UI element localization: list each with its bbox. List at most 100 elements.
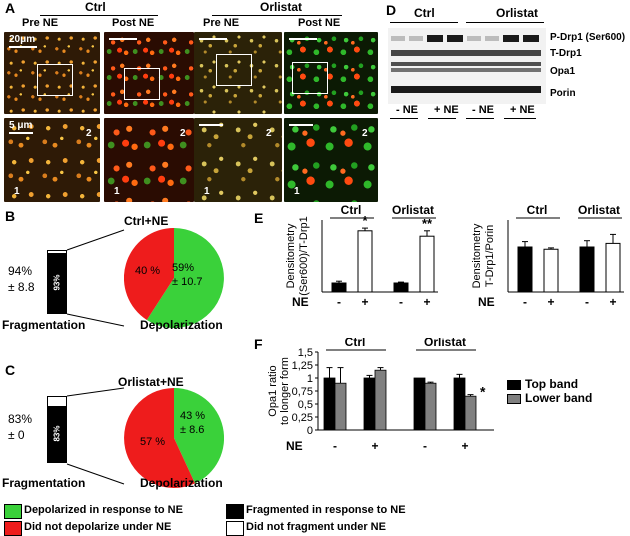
pie-slice-not-depolarized (124, 227, 174, 320)
scale-bar (109, 38, 137, 40)
blot-band-opa1 (391, 62, 541, 72)
pie-slice-not-depolarized (124, 388, 195, 488)
pie-chart-orlistat (124, 388, 224, 488)
region-1-label: 1 (204, 186, 210, 197)
scale-bar (9, 132, 33, 134)
significance-mark: * (480, 384, 486, 400)
pie-slice-depolarized (146, 228, 224, 328)
region-2-label: 2 (362, 128, 368, 139)
x-tick-label: + (461, 439, 468, 453)
micrograph-ctrl-post-overview (104, 32, 194, 114)
pie-slice-depolarized (174, 388, 224, 484)
x-tick-label: + (361, 295, 368, 309)
group-label: Ctrl (341, 203, 362, 217)
ne-axis-label: NE (286, 439, 303, 453)
scale-bar (199, 38, 227, 40)
not-fragmented-segment (47, 396, 67, 407)
panel-f-letter: F (254, 336, 263, 352)
pie-red-label: 40 % (135, 265, 161, 277)
band-label-t-drp1: T-Drp1 (550, 48, 582, 59)
panel-b-sd: ± 8.8 (8, 280, 35, 294)
region-1-label: 1 (114, 186, 120, 197)
bar (393, 282, 409, 293)
bar (419, 235, 435, 293)
panel-d-letter: D (386, 2, 397, 18)
y-tick-label: 1,5 (298, 347, 313, 359)
legend-swatch-red (4, 521, 22, 536)
fragmented-bar-label: 83% (52, 425, 62, 442)
panel-a-ctrl-header: Ctrl (85, 0, 106, 14)
col-label-3: Pre NE (203, 17, 240, 29)
scale-bar (289, 38, 317, 40)
bar (453, 377, 466, 431)
panel-c-title: Orlistat+NE (118, 375, 184, 389)
legend-text-green: Depolarized in response to NE (24, 504, 183, 516)
scale-bar (9, 46, 37, 48)
bar (334, 382, 347, 431)
depolarization-label: Depolarization (140, 318, 223, 332)
panel-a-orlistat-header: Orlistat (260, 0, 303, 14)
y-tick-label: 0 (307, 425, 313, 437)
blot-orlistat-header: Orlistat (496, 6, 539, 20)
micrograph-orlistat-pre-zoom: 2 1 (194, 118, 282, 202)
panel-b-letter: B (5, 208, 16, 224)
inset-box (124, 68, 160, 100)
micrograph-orlistat-post-overview (284, 32, 378, 114)
pie-green-pct: 43 % (180, 410, 206, 422)
y-axis-label: T-Drp1/Porin (484, 225, 496, 287)
inset-box (216, 54, 252, 86)
bar (413, 377, 426, 431)
chart-e-phospho: Densitometry (Ser600)/T-Drp1 Ctrl Orlistat -… (285, 203, 438, 309)
y-tick-label: 0,75 (292, 386, 313, 398)
y-tick-label: 1 (307, 373, 313, 385)
bar (331, 282, 347, 293)
col-label-1: Pre NE (22, 17, 59, 29)
y-tick-label: 0,5 (298, 399, 313, 411)
x-tick-label: + (609, 295, 616, 309)
blot-band-t-drp1 (391, 50, 541, 56)
panel-c-sd: ± 0 (8, 428, 25, 442)
bar (323, 377, 336, 431)
bar (543, 248, 559, 293)
bar (424, 382, 437, 431)
not-fragmented-segment (47, 250, 67, 254)
panel-b-percent: 94% (8, 264, 33, 278)
ctrl-header-line (40, 15, 158, 16)
legend-label-top-band: Top band (525, 377, 579, 391)
bar (605, 242, 621, 293)
micrograph-ctrl-pre-overview: 20μm (4, 32, 100, 114)
micrograph-ctrl-pre-zoom: 5 μm 2 1 (4, 118, 100, 202)
orlistat-header-line (212, 15, 342, 16)
ne-axis-label: NE (292, 295, 309, 309)
inset-box (37, 64, 73, 96)
fragmentation-label: Fragmentation (2, 318, 86, 332)
region-1-label: 1 (294, 186, 300, 197)
blot-ctrl-header: Ctrl (414, 6, 435, 20)
cond-line (428, 118, 456, 119)
region-2-label: 2 (180, 128, 186, 139)
panel-c-percent: 83% (8, 412, 33, 426)
blot-ctrl-line (390, 22, 458, 23)
scale-label: 20μm (9, 34, 36, 45)
y-axis-label: Densitometry (471, 223, 483, 288)
band-label-p-drp1: P-Drp1 (Ser600) (550, 32, 626, 43)
zoom-lines (66, 229, 125, 327)
bar (374, 369, 387, 431)
pie-chart-ctrl (124, 227, 224, 328)
legend-swatch-green (4, 504, 22, 519)
blot-orlistat-line (466, 22, 544, 23)
fragmented-bar-label: 93% (52, 274, 62, 291)
region-2-label: 2 (86, 128, 92, 139)
blot-condition-3: - NE (472, 104, 494, 116)
x-tick-label: - (423, 439, 427, 453)
legend-swatch-lower-band (507, 394, 521, 404)
group-label: Orlistat (578, 203, 620, 217)
blot-condition-2: + NE (434, 104, 459, 116)
scale-bar (289, 124, 313, 126)
group-label: Ctrl (345, 338, 366, 349)
y-axis-label: (Ser600)/T-Drp1 (298, 216, 310, 295)
y-tick-label: 0,25 (292, 412, 313, 424)
region-1-label: 1 (14, 186, 20, 197)
bar (357, 230, 373, 293)
